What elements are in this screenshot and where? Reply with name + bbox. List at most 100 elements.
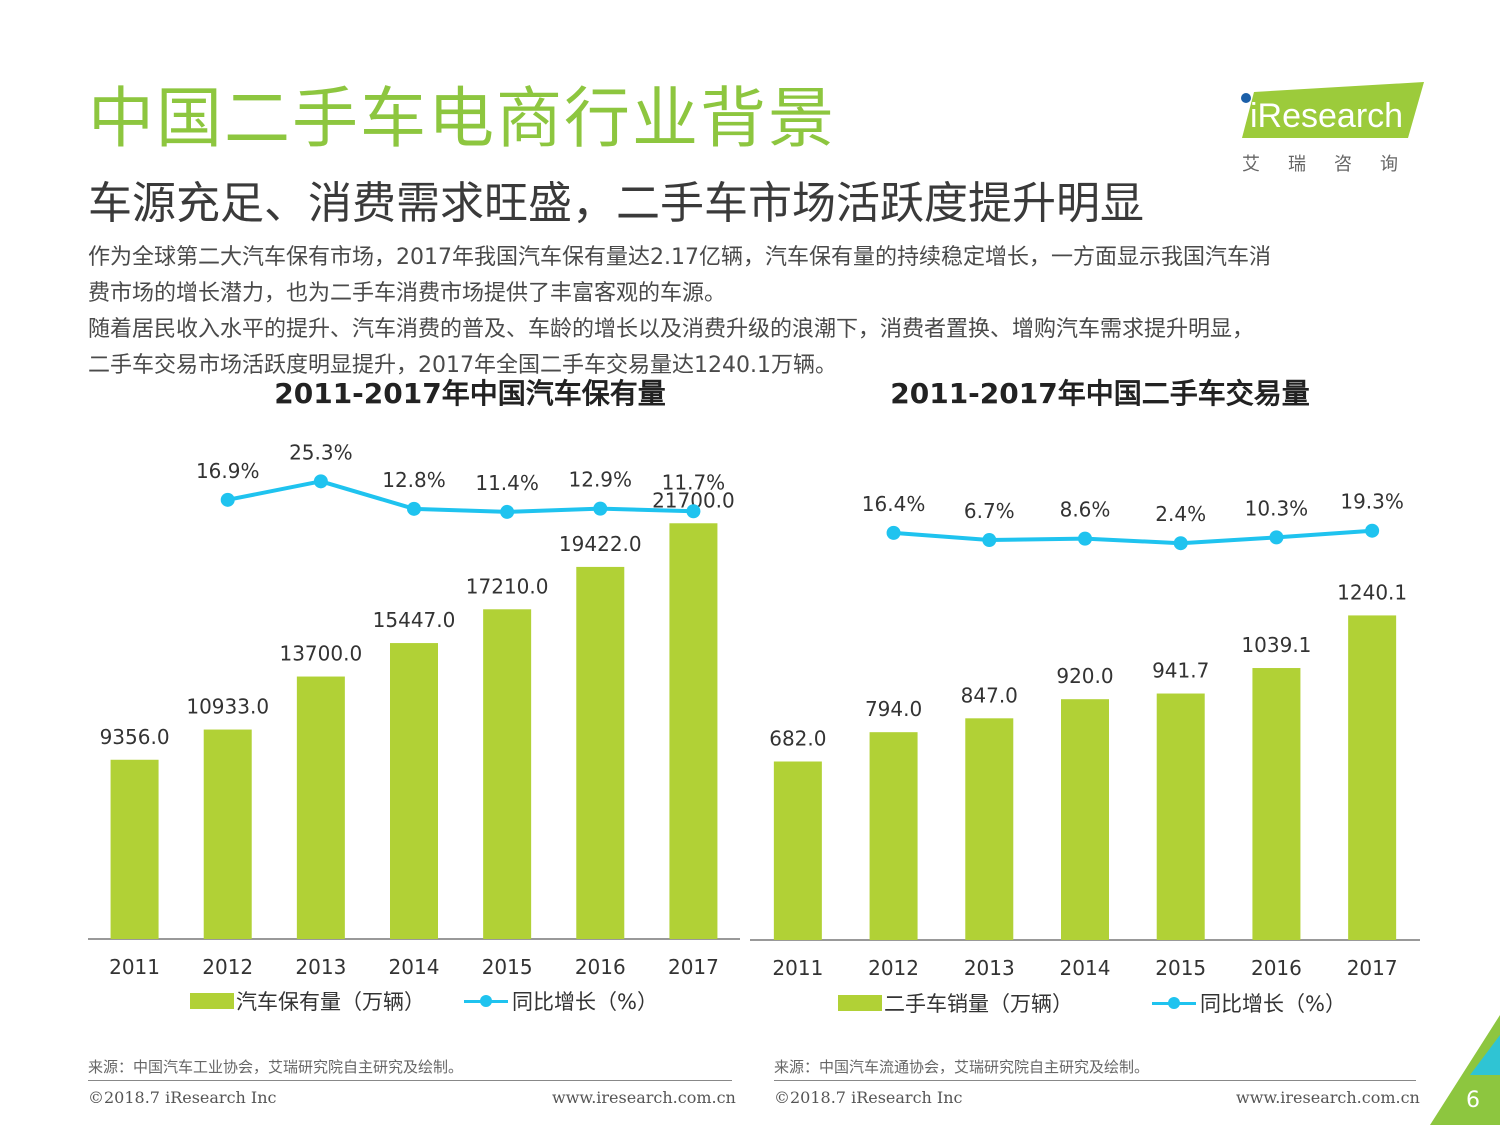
chart-2-legend: 二手车销量（万辆） 同比增长（%） [838, 988, 1398, 1018]
growth-value-label: 16.9% [196, 459, 260, 483]
x-tick-label: 2015 [482, 955, 533, 979]
bar [576, 566, 625, 939]
bar [1061, 699, 1109, 940]
paragraph-line: 作为全球第二大汽车保有市场，2017年我国汽车保有量达2.17亿辆，汽车保有量的… [88, 245, 1271, 270]
footer-divider [88, 1080, 732, 1081]
growth-value-label: 2.4% [1155, 502, 1206, 526]
bar [296, 676, 345, 939]
legend-line-swatch [1152, 995, 1196, 1011]
x-tick-label: 2015 [1155, 956, 1206, 980]
footer-copyright: ©2018.7 iResearch Inc [88, 1088, 277, 1107]
footer-copyright: ©2018.7 iResearch Inc [774, 1088, 963, 1107]
paragraph-line: 随着居民收入水平的提升、汽车消费的普及、车龄的增长以及消费升级的浪潮下，消费者置… [88, 317, 1255, 342]
x-tick-label: 2013 [295, 955, 346, 979]
growth-value-label: 11.4% [475, 471, 539, 495]
x-tick-label: 2014 [389, 955, 440, 979]
bar-value-label: 10933.0 [186, 695, 269, 719]
growth-value-label: 11.7% [662, 470, 726, 494]
chart-1-title: 2011-2017年中国汽车保有量 [274, 377, 666, 410]
growth-point [407, 501, 421, 516]
footer-website[interactable]: www.iresearch.com.cn [1236, 1088, 1420, 1107]
legend-label: 二手车销量（万辆） [884, 992, 1073, 1016]
bar-value-label: 17210.0 [466, 574, 549, 598]
chart-2-title: 2011-2017年中国二手车交易量 [890, 377, 1310, 410]
bar-value-label: 920.0 [1056, 664, 1113, 688]
x-tick-label: 2014 [1060, 956, 1111, 980]
growth-point [313, 474, 328, 489]
paragraph-line: 费市场的增长潜力，也为二手车消费市场提供了丰富客观的车源。 [88, 281, 727, 306]
chart-1-legend: 汽车保有量（万辆） 同比增长（%） [190, 986, 710, 1016]
growth-value-label: 12.9% [569, 468, 633, 492]
bar [669, 523, 718, 939]
growth-point [1269, 530, 1284, 545]
bar-value-label: 847.0 [961, 683, 1018, 707]
bar [390, 643, 438, 939]
growth-value-label: 10.3% [1245, 496, 1309, 520]
legend-item-bar: 二手车销量（万辆） [838, 988, 1073, 1018]
bar-value-label: 1039.1 [1241, 633, 1311, 657]
x-tick-label: 2017 [668, 955, 719, 979]
growth-line [227, 479, 694, 514]
bar-value-label: 13700.0 [279, 642, 362, 666]
legend-item-bar: 汽车保有量（万辆） [190, 986, 425, 1016]
bar [869, 732, 918, 940]
growth-point [1365, 523, 1380, 538]
growth-value-label: 12.8% [382, 468, 446, 492]
corner-decoration [1430, 1015, 1500, 1125]
legend-label: 同比增长（%） [1200, 992, 1346, 1016]
growth-value-label: 25.3% [289, 440, 353, 464]
bar-value-label: 9356.0 [100, 725, 170, 749]
page-number: 6 [1466, 1088, 1480, 1113]
growth-point [1078, 531, 1092, 546]
legend-bar-swatch [190, 993, 234, 1009]
bar-value-label: 682.0 [769, 726, 826, 750]
bar-value-label: 1240.1 [1337, 580, 1407, 604]
x-tick-label: 2011 [772, 956, 823, 980]
paragraph-line: 二手车交易市场活跃度明显提升，2017年全国二手车交易量达1240.1万辆。 [88, 353, 837, 378]
growth-point [686, 504, 701, 519]
legend-item-line: 同比增长（%） [1152, 988, 1346, 1018]
growth-value-label: 19.3% [1340, 490, 1404, 514]
x-tick-label: 2012 [868, 956, 919, 980]
legend-bar-swatch [838, 995, 882, 1011]
growth-value-label: 8.6% [1060, 498, 1111, 522]
bar-value-label: 794.0 [865, 697, 922, 721]
growth-point [220, 492, 235, 507]
legend-label: 汽车保有量（万辆） [236, 990, 425, 1014]
bar-value-label: 15447.0 [373, 608, 456, 632]
legend-label: 同比增长（%） [512, 990, 658, 1014]
footer-website[interactable]: www.iresearch.com.cn [552, 1088, 736, 1107]
logo-cn-text: 艾瑞咨询 [1242, 154, 1426, 175]
growth-point [593, 501, 608, 516]
bar [203, 729, 252, 939]
bar [483, 609, 532, 939]
growth-point [1173, 536, 1188, 551]
bar [1252, 668, 1301, 940]
logo-text: iResearch [1250, 97, 1403, 135]
x-tick-label: 2012 [202, 955, 253, 979]
page-subtitle: 车源充足、消费需求旺盛，二手车市场活跃度提升明显 [88, 178, 1144, 229]
bar [110, 759, 159, 939]
growth-value-label: 16.4% [862, 492, 926, 516]
bar [1348, 615, 1397, 940]
chart-1-source: 来源：中国汽车工业协会，艾瑞研究院自主研究及绘制。 [88, 1058, 464, 1076]
growth-value-label: 6.7% [964, 499, 1015, 523]
x-tick-label: 2017 [1347, 956, 1398, 980]
legend-item-line: 同比增长（%） [464, 986, 658, 1016]
growth-point [886, 525, 901, 540]
x-tick-label: 2016 [575, 955, 626, 979]
footer-divider [774, 1080, 1416, 1081]
x-tick-label: 2013 [964, 956, 1015, 980]
x-tick-label: 2011 [109, 955, 160, 979]
logo-mark: iResearch [1241, 82, 1424, 138]
x-tick-label: 2016 [1251, 956, 1302, 980]
growth-line [893, 528, 1373, 546]
page-title: 中国二手车电商行业背景 [88, 80, 836, 157]
bar [773, 761, 822, 940]
chart-2-source: 来源：中国汽车流通协会，艾瑞研究院自主研究及绘制。 [774, 1058, 1150, 1076]
bar [1156, 693, 1205, 940]
legend-line-swatch [464, 993, 508, 1009]
iresearch-logo: iResearch 艾瑞咨询 [1232, 80, 1432, 180]
